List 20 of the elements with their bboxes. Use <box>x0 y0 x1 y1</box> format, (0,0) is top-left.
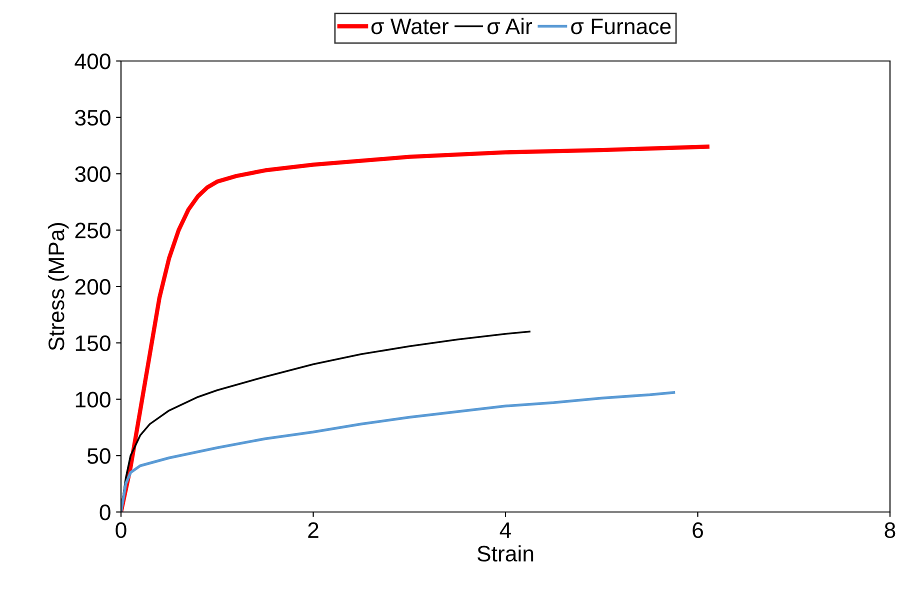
legend-label: σ Air <box>488 18 532 34</box>
line-series <box>121 391 676 512</box>
legend-label: σ Water <box>371 18 448 34</box>
y-tick-label: 400 <box>74 54 110 70</box>
legend-label: σ Furnace <box>571 18 671 34</box>
y-tick-label: 50 <box>87 448 110 464</box>
y-tick-label: 100 <box>76 392 110 408</box>
x-tick-label: 4 <box>500 522 512 538</box>
x-axis-title: Strain <box>477 545 534 562</box>
y-tick-label: 350 <box>75 110 110 126</box>
x-tick-label: 6 <box>692 522 703 538</box>
y-axis-title: Stress (MPa) <box>48 223 69 350</box>
x-tick-label: 8 <box>884 522 896 538</box>
y-tick-label: 200 <box>75 279 110 295</box>
y-tick-label: 0 <box>100 504 110 520</box>
x-tick-label: 2 <box>308 522 318 538</box>
y-tick-label: 300 <box>75 166 110 182</box>
y-tick-label: 150 <box>76 335 110 352</box>
x-tick-label: 0 <box>116 522 126 538</box>
y-tick-label: 250 <box>75 222 110 238</box>
